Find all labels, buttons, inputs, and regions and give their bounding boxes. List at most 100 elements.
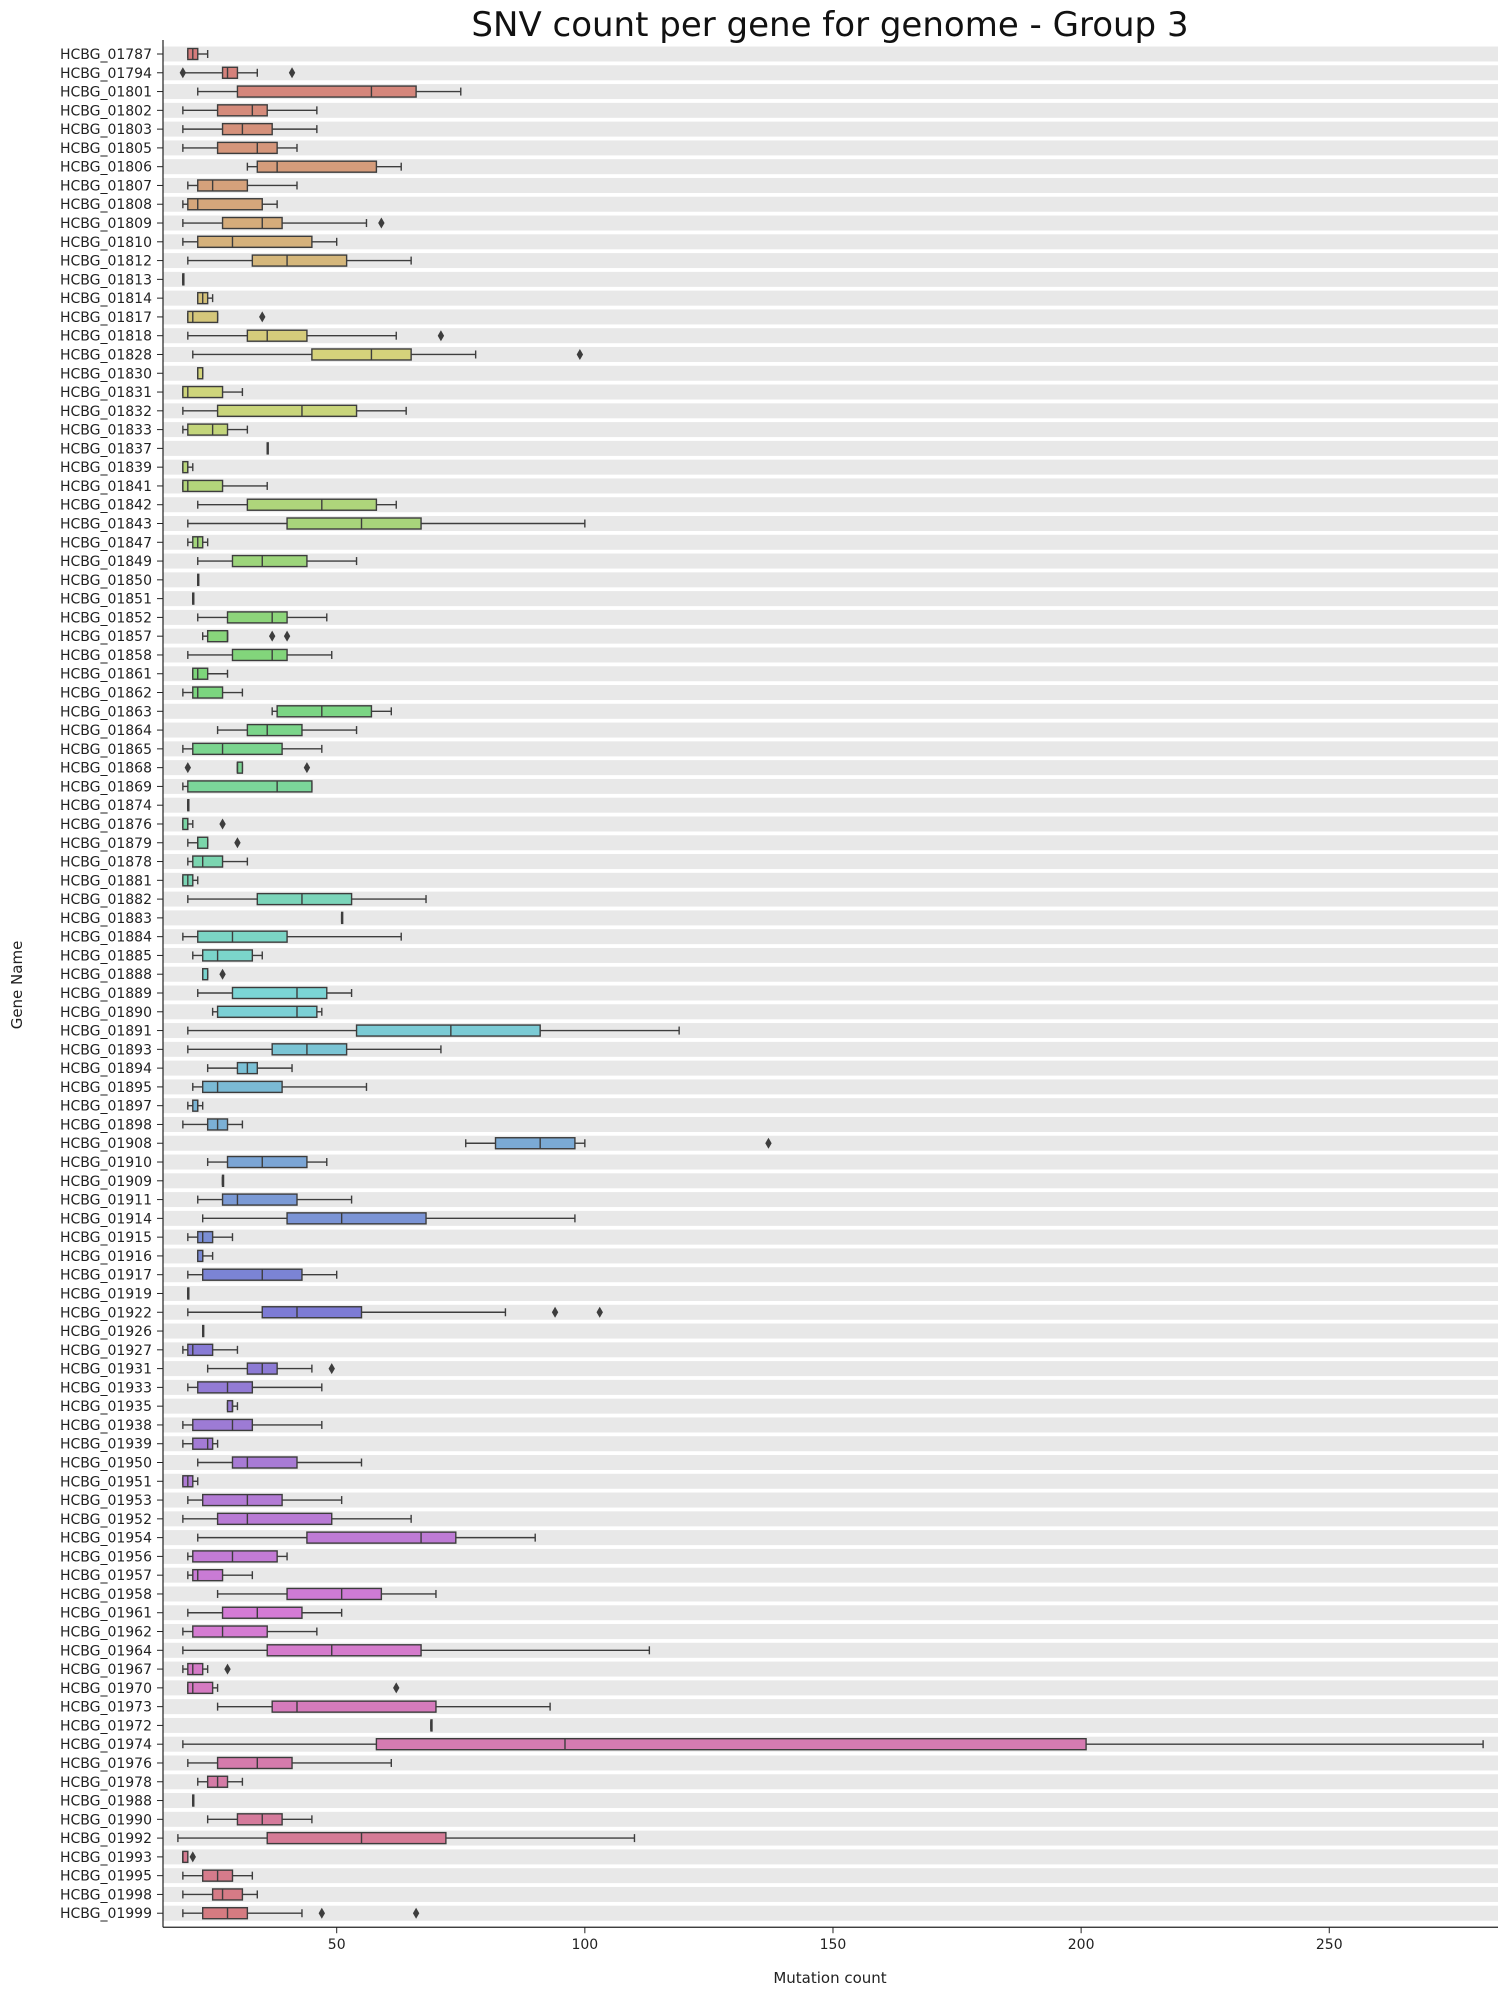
gene-label: HCBG_01958 (60, 1587, 152, 1603)
box-HCBG_01895 (192, 1080, 368, 1094)
gene-label: HCBG_01915 (60, 1230, 152, 1246)
gene-label: HCBG_01972 (60, 1718, 152, 1734)
gene-label: HCBG_01869 (60, 779, 152, 795)
box-iqr (286, 517, 422, 530)
box-iqr (192, 667, 209, 680)
row-band (163, 985, 1498, 1001)
row-band (163, 516, 1498, 531)
gene-label: HCBG_01935 (60, 1399, 152, 1415)
outlier-point (328, 1363, 335, 1375)
row-band (163, 1342, 1498, 1358)
box-HCBG_01843 (187, 517, 586, 530)
box-HCBG_01958 (216, 1587, 437, 1601)
box-HCBG_01882 (187, 892, 427, 906)
box-HCBG_01881 (182, 874, 199, 887)
box-HCBG_01868 (184, 761, 311, 774)
gene-label: HCBG_01808 (60, 197, 152, 213)
row-band (163, 384, 1498, 400)
gene-label: HCBG_01843 (60, 517, 152, 533)
box-iqr (192, 1625, 268, 1638)
box-HCBG_01954 (197, 1531, 536, 1544)
box-HCBG_01865 (182, 742, 323, 756)
row-band (163, 1154, 1498, 1170)
box-HCBG_01879 (187, 836, 241, 849)
gene-label: HCBG_01858 (60, 648, 152, 664)
box-HCBG_01831 (182, 385, 244, 399)
box-iqr (197, 836, 209, 849)
outlier-point (189, 1851, 196, 1863)
gene-label: HCBG_01973 (60, 1700, 152, 1716)
box-HCBG_01894 (206, 1061, 293, 1075)
outlier-point (576, 348, 584, 360)
gene-labels: HCBG_01787 HCBG_01794 HCBG_01801 HCBG_01802… (60, 47, 163, 1922)
gene-label: HCBG_01992 (60, 1831, 152, 1847)
outlier-point (268, 630, 276, 642)
box-iqr (192, 742, 283, 756)
box-HCBG_01817 (187, 310, 266, 324)
gene-label: HCBG_01933 (60, 1380, 152, 1396)
box-HCBG_01889 (197, 986, 353, 1000)
box-iqr (221, 1193, 298, 1206)
box-iqr (192, 1550, 278, 1563)
row-band (163, 1060, 1498, 1076)
box-HCBG_01995 (182, 1869, 254, 1882)
box-HCBG_01861 (192, 667, 229, 680)
box-HCBG_01976 (187, 1756, 392, 1770)
gene-label: HCBG_01888 (60, 967, 152, 983)
box-HCBG_01830 (197, 367, 204, 380)
gene-label: HCBG_01893 (60, 1042, 152, 1058)
gene-label: HCBG_01862 (60, 686, 152, 702)
row-band (163, 816, 1498, 832)
box-HCBG_01970 (187, 1681, 400, 1695)
box-HCBG_01898 (182, 1118, 244, 1131)
box-iqr (192, 1568, 224, 1582)
box-HCBG_01858 (187, 648, 333, 662)
box-iqr (211, 1888, 244, 1901)
box-iqr (182, 479, 224, 493)
box-HCBG_01935 (226, 1399, 239, 1413)
gene-label: HCBG_01917 (60, 1268, 152, 1284)
box-iqr (266, 1831, 447, 1845)
box-HCBG_01808 (182, 198, 278, 211)
box-HCBG_01850 (197, 573, 200, 587)
row-band (163, 1774, 1498, 1790)
box-HCBG_01814 (197, 291, 214, 305)
box-HCBG_01806 (246, 160, 402, 173)
row-band (163, 1229, 1498, 1245)
box-HCBG_01916 (197, 1249, 214, 1263)
x-axis: 50 100 150 200 250 (162, 40, 1498, 1953)
box-HCBG_01869 (182, 780, 313, 793)
gene-label: HCBG_01878 (60, 855, 152, 871)
row-band (163, 459, 1498, 475)
box-HCBG_01992 (177, 1831, 636, 1845)
gene-label: HCBG_01830 (60, 366, 152, 382)
x-axis-title: Mutation count (773, 1969, 886, 1987)
x-tick-label: 50 (328, 1937, 346, 1953)
outlier-point (596, 1306, 603, 1318)
gene-label: HCBG_01931 (60, 1362, 152, 1378)
row-band (163, 1473, 1498, 1489)
box-HCBG_01953 (187, 1493, 343, 1507)
row-band (163, 1642, 1498, 1658)
box-iqr (197, 1249, 204, 1263)
box-HCBG_01938 (182, 1418, 323, 1432)
row-band (163, 1680, 1498, 1696)
box-HCBG_01884 (182, 930, 402, 943)
row-band (163, 1173, 1498, 1189)
gene-label: HCBG_01818 (60, 329, 152, 345)
box-iqr (192, 1099, 199, 1112)
row-band (163, 647, 1498, 663)
box-iqr (182, 460, 189, 474)
row-band (163, 1192, 1498, 1208)
gene-label: HCBG_01874 (60, 798, 152, 814)
box-HCBG_01962 (182, 1625, 318, 1638)
gene-label: HCBG_01988 (60, 1794, 152, 1810)
box-iqr (355, 1024, 541, 1037)
box-iqr (197, 367, 204, 380)
gene-label: HCBG_01999 (60, 1906, 152, 1922)
box-iqr (197, 1381, 254, 1394)
box-HCBG_01847 (187, 536, 209, 549)
box-HCBG_01897 (187, 1099, 204, 1112)
outlier-point (765, 1137, 772, 1149)
gene-label: HCBG_01890 (60, 1005, 152, 1021)
